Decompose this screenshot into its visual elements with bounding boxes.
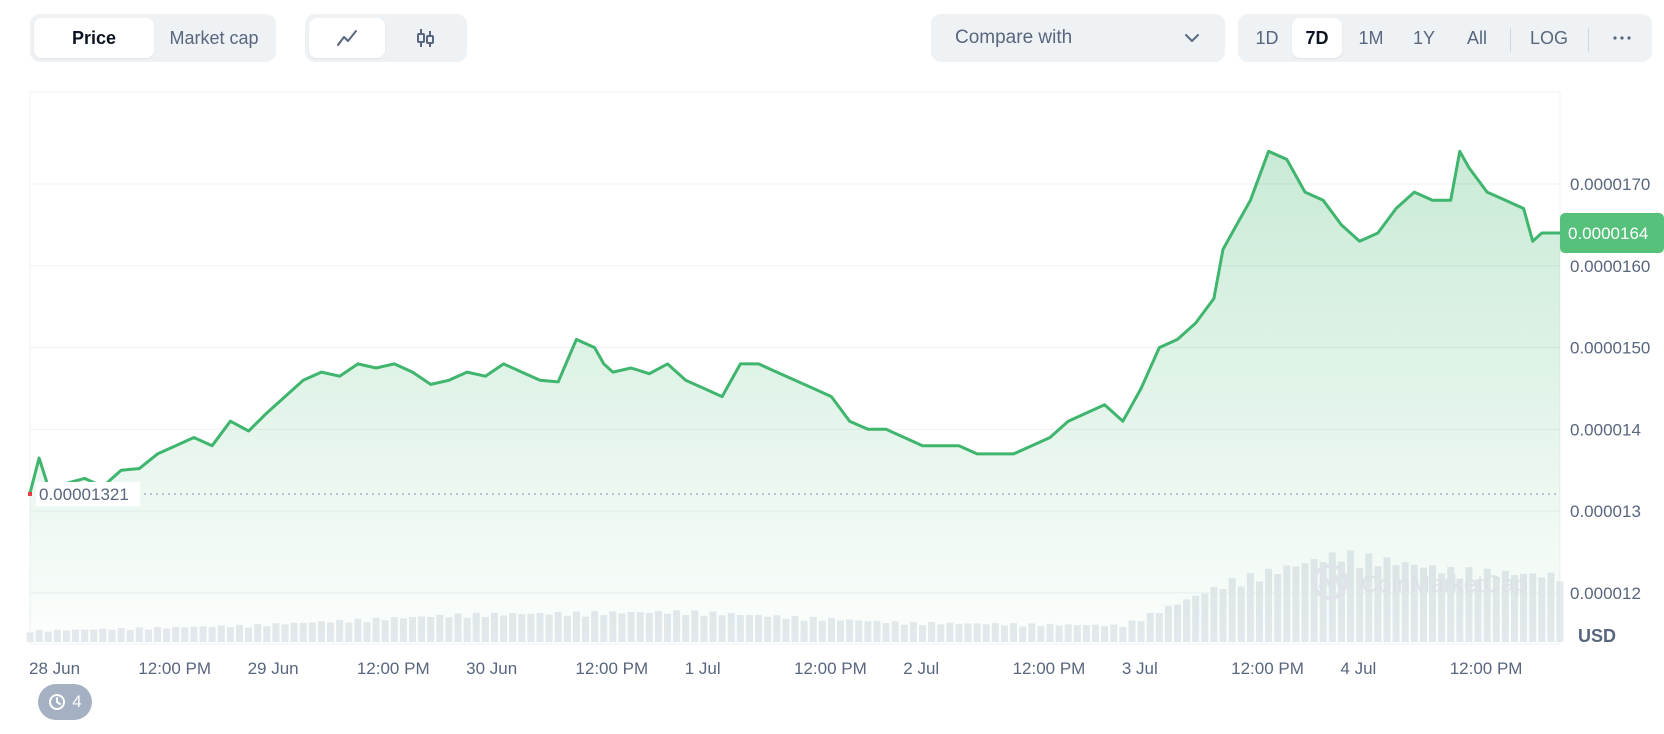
range-divider — [1510, 28, 1511, 52]
range-1y-button[interactable]: 1Y — [1398, 18, 1450, 58]
y-tick-label: 0.0000160 — [1570, 257, 1650, 276]
tab-market-cap[interactable]: Market cap — [154, 18, 274, 58]
x-tick-label: 2 Jul — [903, 659, 939, 678]
x-tick-label: 12:00 PM — [357, 659, 430, 678]
y-tick-label: 0.0000170 — [1570, 175, 1650, 194]
compare-with-dropdown[interactable]: Compare with — [931, 14, 1225, 62]
x-tick-label: 12:00 PM — [1450, 659, 1523, 678]
compare-with-label: Compare with — [955, 27, 1073, 48]
x-tick-label: 28 Jun — [29, 659, 80, 678]
x-tick-label: 12:00 PM — [575, 659, 648, 678]
metric-toggle: Price Market cap — [30, 14, 276, 62]
log-scale-button[interactable]: LOG — [1518, 18, 1580, 58]
x-tick-label: 12:00 PM — [794, 659, 867, 678]
x-tick-label: 12:00 PM — [138, 659, 211, 678]
more-options-button[interactable] — [1596, 18, 1648, 58]
chart-type-toggle — [305, 14, 467, 62]
baseline-price-label: 0.00001321 — [39, 485, 129, 504]
x-tick-label: 4 Jul — [1340, 659, 1376, 678]
line-chart-button[interactable] — [309, 18, 385, 58]
line-chart-icon — [337, 30, 357, 46]
candlestick-icon — [417, 29, 434, 47]
history-badge[interactable]: 4 — [38, 684, 92, 720]
baseline-marker — [28, 491, 32, 496]
history-clock-icon — [49, 694, 66, 710]
chart-toolbar: Price Market cap Compare with 1D 7D 1M 1… — [0, 0, 1664, 80]
price-series-line — [28, 149, 1560, 494]
y-tick-label: 0.000012 — [1570, 584, 1641, 603]
more-divider — [1588, 28, 1589, 52]
current-price-tag — [1560, 213, 1664, 254]
history-count: 4 — [72, 692, 82, 711]
x-tick-label: 29 Jun — [248, 659, 299, 678]
range-7d-button[interactable]: 7D — [1292, 18, 1342, 58]
x-tick-label: 3 Jul — [1122, 659, 1158, 678]
tab-price[interactable]: Price — [34, 18, 154, 58]
more-dots-icon — [1613, 36, 1631, 40]
time-range-toggle: 1D 7D 1M 1Y All LOG — [1238, 14, 1652, 62]
x-tick-label: 12:00 PM — [1231, 659, 1304, 678]
chevron-down-icon — [1185, 34, 1199, 43]
coinmarketcap-logo-icon — [1312, 564, 1348, 600]
baseline-label-bg — [36, 481, 140, 506]
candlestick-button[interactable] — [387, 18, 463, 58]
range-1m-button[interactable]: 1M — [1344, 18, 1398, 58]
price-chart-svg[interactable]: 0.00001321 0.0000170 0.0000160 0.0000150 0.… — [0, 80, 1664, 734]
x-tick-label: 30 Jun — [466, 659, 517, 678]
current-price-label: 0.0000164 — [1568, 224, 1648, 243]
range-1d-button[interactable]: 1D — [1242, 18, 1292, 58]
price-area-fill — [30, 151, 1560, 643]
price-chart[interactable]: 0.00001321 0.0000170 0.0000160 0.0000150 0.… — [0, 80, 1664, 734]
currency-label: USD — [1578, 626, 1616, 646]
y-tick-label: 0.000014 — [1570, 420, 1641, 439]
x-tick-label: 1 Jul — [685, 659, 721, 678]
y-tick-label: 0.0000150 — [1570, 339, 1650, 358]
watermark-text: CoinMarketCap — [1361, 571, 1528, 598]
watermark: CoinMarketCap — [1312, 564, 1528, 600]
x-tick-label: 12:00 PM — [1013, 659, 1086, 678]
y-tick-label: 0.000013 — [1570, 502, 1641, 521]
range-all-button[interactable]: All — [1450, 18, 1504, 58]
